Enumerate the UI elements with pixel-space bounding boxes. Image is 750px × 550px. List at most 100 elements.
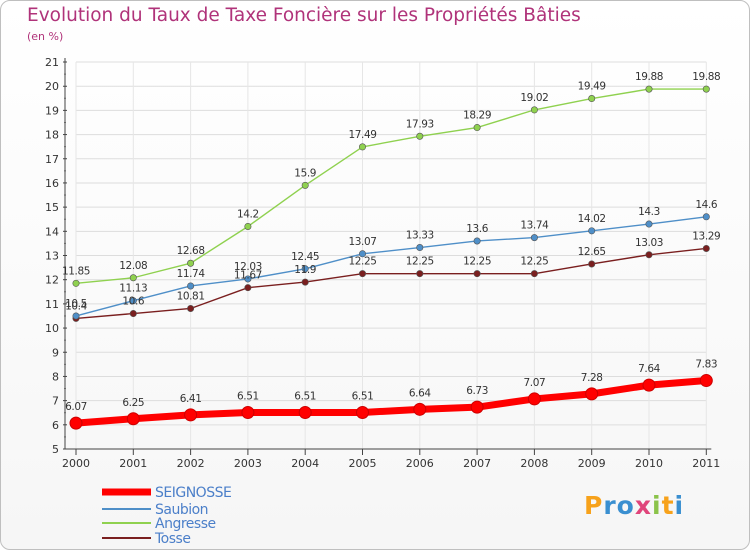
data-label: 11.13 bbox=[119, 283, 147, 295]
data-label: 13.29 bbox=[692, 230, 720, 242]
data-point bbox=[187, 282, 195, 290]
x-tick-label: 2003 bbox=[234, 457, 262, 470]
y-tick-label: 8 bbox=[52, 370, 59, 383]
data-point bbox=[588, 227, 596, 235]
data-point bbox=[530, 106, 538, 114]
legend-label: Saubion bbox=[155, 502, 208, 518]
data-label: 6.73 bbox=[466, 385, 488, 397]
y-tick-label: 13 bbox=[45, 250, 59, 263]
x-tick-label: 2000 bbox=[62, 457, 90, 470]
data-point bbox=[470, 400, 484, 414]
data-point bbox=[530, 234, 538, 242]
data-label: 13.33 bbox=[406, 230, 434, 242]
data-label: 19.88 bbox=[635, 71, 663, 83]
data-labels: 10.4 10.6 10.81 11.67 11.9 12.25 12.25 12.25 12.… bbox=[62, 71, 721, 413]
data-point bbox=[416, 244, 424, 252]
y-tick-label: 16 bbox=[45, 177, 59, 190]
data-point bbox=[244, 222, 252, 230]
chart-subtitle: (en %) bbox=[27, 30, 64, 43]
data-point bbox=[301, 265, 309, 273]
data-label: 6.64 bbox=[409, 387, 431, 399]
data-label: 10.4 bbox=[65, 300, 87, 312]
x-tick-label: 2011 bbox=[692, 457, 720, 470]
series-line-tosse bbox=[75, 247, 707, 320]
data-label: 13.03 bbox=[635, 237, 663, 249]
data-label: 7.07 bbox=[524, 377, 546, 389]
data-label: 11.85 bbox=[62, 265, 90, 277]
data-label: 10.81 bbox=[177, 290, 205, 302]
y-tick-label: 11 bbox=[45, 298, 59, 311]
y-tick-label: 20 bbox=[45, 80, 59, 93]
x-tick-label: 2010 bbox=[635, 457, 663, 470]
logo-letter: r bbox=[603, 491, 617, 520]
data-point bbox=[129, 297, 137, 305]
y-tick-label: 17 bbox=[45, 153, 59, 166]
data-point bbox=[645, 220, 653, 228]
data-label: 12.25 bbox=[520, 256, 548, 268]
data-point bbox=[126, 412, 140, 426]
data-label: 12.68 bbox=[177, 245, 205, 257]
x-tick-label: 2002 bbox=[177, 457, 205, 470]
data-point bbox=[699, 374, 713, 388]
series-points bbox=[69, 85, 713, 430]
data-point bbox=[416, 132, 424, 140]
data-label: 12.25 bbox=[406, 256, 434, 268]
grid-lines bbox=[75, 61, 707, 450]
data-label: 19.02 bbox=[520, 92, 548, 104]
data-label: 18.29 bbox=[463, 110, 491, 122]
data-label: 6.51 bbox=[237, 390, 259, 402]
data-label: 17.49 bbox=[348, 129, 376, 141]
data-label: 11.74 bbox=[177, 268, 206, 280]
logo-letter: t bbox=[661, 491, 675, 520]
y-tick-label: 5 bbox=[52, 443, 59, 456]
data-label: 10.6 bbox=[122, 296, 144, 308]
y-tick-label: 14 bbox=[45, 225, 59, 238]
data-point bbox=[187, 304, 195, 312]
data-point bbox=[298, 405, 312, 419]
chart-title: Evolution du Taux de Taxe Foncière sur l… bbox=[27, 5, 581, 26]
data-point bbox=[702, 213, 710, 221]
y-tick-label: 9 bbox=[52, 346, 59, 359]
data-label: 13.6 bbox=[466, 223, 488, 235]
data-label: 7.64 bbox=[638, 363, 660, 375]
data-point bbox=[72, 312, 80, 320]
data-label: 12.65 bbox=[578, 246, 606, 258]
data-label: 14.3 bbox=[638, 206, 660, 218]
data-label: 7.83 bbox=[695, 359, 717, 371]
axes: 5 6 7 8 9 10 11 12 13 14 15 16 17 18 19 20 21 2000 2001 200… bbox=[45, 56, 720, 470]
data-point bbox=[72, 279, 80, 287]
x-tick-label: 2007 bbox=[463, 457, 491, 470]
data-label: 12.25 bbox=[348, 256, 376, 268]
proxiti-logo: Proxiti bbox=[584, 491, 684, 520]
y-tick-label: 18 bbox=[45, 129, 59, 142]
x-tick-label: 2008 bbox=[520, 457, 548, 470]
legend-label: SEIGNOSSE bbox=[155, 485, 231, 501]
y-tick-label: 21 bbox=[45, 56, 59, 69]
x-tick-label: 2009 bbox=[578, 457, 606, 470]
data-point bbox=[244, 275, 252, 283]
logo-letter: x bbox=[634, 491, 652, 520]
data-label: 6.25 bbox=[122, 397, 144, 409]
data-label: 15.9 bbox=[294, 167, 316, 179]
data-label: 12.03 bbox=[234, 261, 262, 273]
data-label: 6.07 bbox=[65, 401, 87, 413]
logo-letter: o bbox=[616, 491, 635, 520]
data-point bbox=[184, 408, 198, 422]
y-tick-label: 7 bbox=[52, 395, 59, 408]
data-point bbox=[645, 251, 653, 259]
data-label: 11.67 bbox=[234, 270, 262, 282]
y-tick-label: 15 bbox=[45, 201, 59, 214]
logo-letter: i bbox=[674, 491, 685, 520]
data-point bbox=[530, 270, 538, 278]
x-tick-label: 2005 bbox=[349, 457, 377, 470]
x-tick-label: 2001 bbox=[119, 457, 147, 470]
data-point bbox=[129, 310, 137, 318]
data-label: 6.51 bbox=[294, 390, 316, 402]
data-point bbox=[69, 416, 83, 430]
data-label: 12.45 bbox=[291, 251, 319, 263]
logo-letter: i bbox=[652, 491, 662, 520]
y-tick-label: 10 bbox=[45, 322, 59, 335]
data-point bbox=[527, 392, 541, 406]
